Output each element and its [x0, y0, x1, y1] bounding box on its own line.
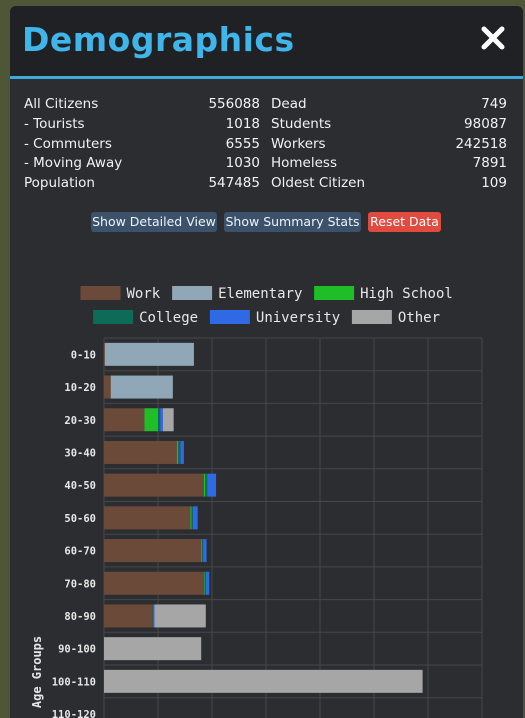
- bar-segment: [162, 408, 174, 432]
- bar-segment: [176, 440, 179, 464]
- bar-segment: [158, 408, 161, 432]
- y-tick-label: 50-60: [64, 513, 96, 525]
- y-tick-label: 110-120: [52, 709, 96, 718]
- stat-value: 242518: [455, 135, 507, 152]
- show-detailed-view-button[interactable]: Show Detailed View: [91, 212, 217, 232]
- age-groups-chart: Work Elementary High School College Universi…: [30, 286, 483, 718]
- bar-segment: [104, 440, 177, 464]
- bar-segment: [104, 473, 204, 497]
- stat-label: Oldest Citizen: [271, 175, 366, 192]
- bar-segment: [178, 440, 181, 464]
- bar-segment: [153, 604, 155, 628]
- legend-swatch: [209, 310, 250, 324]
- stat-row: - Commuters 6555 Workers 242518: [24, 136, 510, 156]
- legend-label: Elementary: [218, 286, 302, 302]
- stat-label: Workers: [271, 135, 326, 152]
- y-tick-label: 90-100: [58, 644, 96, 656]
- bar-segment: [204, 571, 206, 595]
- stat-value: 6555: [225, 135, 260, 152]
- legend-label: Other: [398, 310, 440, 326]
- stat-label: Dead: [271, 96, 307, 112]
- bar-segment: [110, 375, 173, 399]
- bar-segment: [104, 669, 423, 693]
- legend-label: University: [256, 310, 340, 326]
- stat-value: 1030: [225, 155, 260, 172]
- bar-segment: [104, 375, 111, 399]
- stat-row: - Tourists 1018 Students 98087: [24, 116, 510, 136]
- bar-segment: [104, 342, 194, 366]
- bar-segment: [203, 539, 207, 563]
- y-tick-label: 20-30: [64, 415, 96, 427]
- y-tick-label: 60-70: [64, 546, 96, 558]
- y-tick-label: 70-80: [64, 578, 96, 590]
- stat-value: 109: [481, 175, 507, 192]
- bar-segment: [201, 539, 203, 563]
- panel-header: Demographics: [10, 6, 523, 79]
- legend-label: Work: [127, 286, 161, 302]
- y-tick-label: 40-50: [64, 480, 96, 492]
- y-tick-label: 30-40: [64, 447, 96, 459]
- bar-segment: [152, 604, 154, 628]
- stat-label: - Tourists: [24, 115, 85, 132]
- legend-label: College: [139, 310, 198, 326]
- bar-segment: [160, 408, 163, 432]
- bar-segment: [104, 604, 153, 628]
- bar-segment: [104, 506, 191, 530]
- bar-segment: [191, 506, 193, 530]
- panel-title: Demographics: [22, 20, 295, 59]
- stat-value: 556088: [208, 96, 260, 112]
- stats-grid: All Citizens 556088 Dead 749 - Tourists …: [24, 96, 510, 195]
- bar-segment: [144, 408, 158, 432]
- y-tick-label: 100-110: [52, 676, 96, 688]
- reset-data-button[interactable]: Reset Data: [368, 212, 441, 232]
- bar-segment: [190, 506, 192, 530]
- stat-label: All Citizens: [24, 96, 99, 112]
- y-axis-label: Age Groups: [30, 636, 44, 708]
- show-summary-stats-button[interactable]: Show Summary Stats: [224, 212, 361, 232]
- legend-label: High School: [360, 286, 453, 302]
- demographics-panel: Demographics All Citizens 556088 Dead 74…: [10, 6, 523, 718]
- stat-label: Population: [24, 175, 95, 192]
- bar-segment: [205, 571, 210, 595]
- stat-label: - Commuters: [24, 135, 112, 152]
- stat-value: 1018: [225, 115, 260, 132]
- stat-row: - Moving Away 1030 Homeless 7891: [24, 155, 510, 175]
- bar-segment: [104, 342, 105, 366]
- bar-segment: [205, 473, 208, 497]
- legend-swatch: [80, 286, 121, 300]
- legend-swatch: [314, 286, 355, 300]
- bar-segment: [207, 473, 217, 497]
- stat-value: 749: [481, 96, 507, 112]
- bar-segment: [203, 473, 206, 497]
- bar-segment: [202, 539, 204, 563]
- stat-value: 98087: [464, 115, 507, 132]
- bar-segment: [104, 539, 202, 563]
- y-tick-label: 0-10: [71, 349, 96, 361]
- stat-row: Population 547485 Oldest Citizen 109: [24, 175, 510, 195]
- stat-label: Students: [271, 115, 332, 132]
- stat-row: All Citizens 556088 Dead 749: [24, 96, 510, 116]
- bar-segment: [180, 440, 184, 464]
- bar-segment: [104, 571, 204, 595]
- stat-value: 7891: [472, 155, 507, 172]
- bar-segment: [203, 571, 205, 595]
- bar-segment: [154, 604, 206, 628]
- stat-label: Homeless: [271, 155, 337, 172]
- bar-segment: [104, 408, 145, 432]
- stat-label: - Moving Away: [24, 155, 123, 172]
- legend-swatch: [172, 286, 213, 300]
- y-tick-label: 80-90: [64, 611, 96, 623]
- bar-segment: [192, 506, 198, 530]
- stat-value: 547485: [208, 175, 260, 192]
- y-tick-label: 10-20: [64, 382, 96, 394]
- legend-swatch: [351, 310, 392, 324]
- legend-swatch: [93, 310, 134, 324]
- bar-segment: [104, 637, 202, 661]
- close-icon[interactable]: [479, 24, 507, 52]
